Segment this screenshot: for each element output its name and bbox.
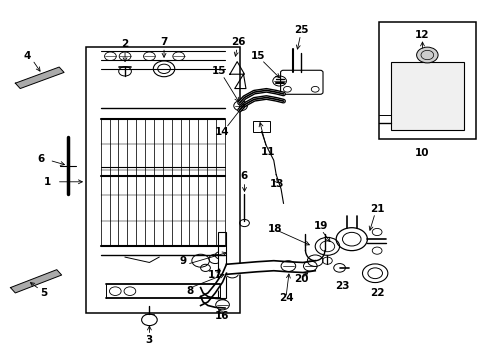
Text: 16: 16	[215, 311, 229, 320]
Text: 8: 8	[186, 286, 193, 296]
Bar	[252, 121, 270, 132]
Text: 17: 17	[207, 270, 222, 280]
Text: 1: 1	[43, 177, 51, 187]
Text: 14: 14	[215, 127, 229, 137]
Text: 19: 19	[313, 221, 327, 230]
Text: 9: 9	[180, 256, 187, 266]
Text: 6: 6	[37, 154, 44, 164]
Text: 15: 15	[211, 66, 225, 76]
FancyBboxPatch shape	[280, 70, 323, 94]
Bar	[390, 62, 463, 130]
Text: 21: 21	[369, 204, 384, 214]
Text: 5: 5	[40, 288, 47, 298]
Polygon shape	[15, 67, 64, 89]
Text: 10: 10	[414, 148, 429, 158]
Text: 25: 25	[294, 25, 308, 35]
Text: 11: 11	[260, 147, 275, 157]
Text: 22: 22	[369, 288, 384, 298]
Text: 12: 12	[414, 30, 429, 40]
Text: 18: 18	[267, 225, 282, 234]
Text: 20: 20	[294, 274, 308, 284]
Text: 24: 24	[278, 293, 293, 303]
Bar	[217, 232, 226, 298]
Text: 15: 15	[250, 50, 264, 60]
Text: 23: 23	[334, 281, 348, 291]
Bar	[378, 22, 475, 139]
Text: 2: 2	[121, 39, 128, 49]
Text: 7: 7	[160, 37, 167, 47]
Text: 26: 26	[230, 37, 245, 47]
Circle shape	[420, 50, 433, 60]
Polygon shape	[10, 270, 61, 293]
Text: 13: 13	[269, 179, 284, 189]
Text: 3: 3	[145, 335, 153, 345]
Circle shape	[416, 47, 437, 63]
Bar	[86, 47, 239, 313]
Text: 4: 4	[24, 51, 31, 61]
Text: 6: 6	[241, 171, 247, 181]
